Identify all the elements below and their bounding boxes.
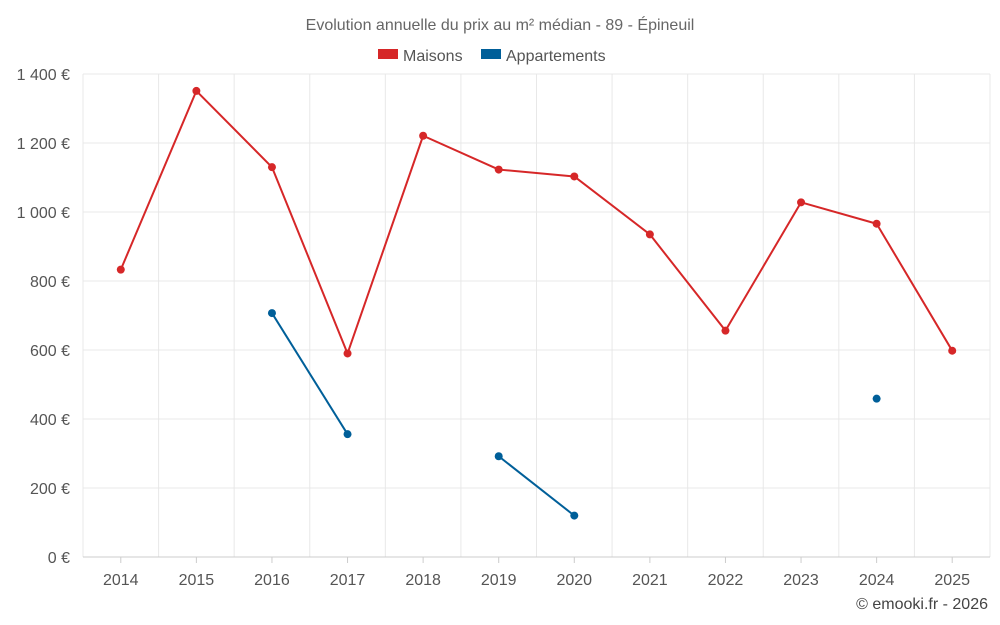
data-point-maisons[interactable] [872,219,881,228]
y-tick-label: 0 € [48,550,70,567]
x-axis: 2014 2015 2016 2017 2018 2019 2020 2021 2022 2023… [83,556,990,589]
x-tick-label: 2022 [708,572,744,589]
data-point-appartements[interactable] [872,394,881,403]
series-line-appartements [271,312,349,435]
data-point-appartements[interactable] [343,430,352,439]
legend-swatch-maisons [378,49,398,59]
y-tick-label: 400 € [30,412,70,429]
x-tick-label: 2023 [783,572,819,589]
x-tick-label: 2018 [405,572,441,589]
y-tick-label: 600 € [30,343,70,360]
y-tick-label: 1 200 € [17,136,70,153]
x-tick-label: 2025 [934,572,970,589]
series-maisons [116,86,957,358]
grid [82,73,991,557]
data-point-appartements[interactable] [267,309,276,318]
legend-label-maisons: Maisons [403,48,463,65]
series [116,86,957,520]
x-tick-label: 2024 [859,572,895,589]
series-line-appartements [498,455,575,517]
data-point-maisons[interactable] [645,230,654,239]
x-tick-label: 2019 [481,572,517,589]
data-point-maisons[interactable] [343,349,352,358]
y-tick-label: 800 € [30,274,70,291]
series-appartements [267,309,881,520]
x-tick-label: 2017 [330,572,366,589]
x-tick-label: 2016 [254,572,290,589]
legend: Maisons Appartements [378,48,606,65]
data-point-maisons[interactable] [267,163,276,172]
legend-swatch-appartements [481,49,501,59]
data-point-maisons[interactable] [419,131,428,140]
legend-item-appartements[interactable]: Appartements [481,48,606,65]
x-tick-label: 2014 [103,572,139,589]
legend-item-maisons[interactable]: Maisons [378,48,463,65]
series-line-maisons [119,89,954,355]
credit-text: © emooki.fr - 2026 [856,596,988,613]
data-point-maisons[interactable] [797,198,806,207]
data-point-maisons[interactable] [192,86,201,95]
data-point-maisons[interactable] [948,346,957,355]
data-point-maisons[interactable] [721,326,730,335]
x-tick-label: 2021 [632,572,668,589]
x-tick-label: 2015 [179,572,215,589]
data-point-maisons[interactable] [570,172,579,181]
x-tick-label: 2020 [556,572,592,589]
data-point-appartements[interactable] [570,511,579,520]
data-point-maisons[interactable] [494,165,503,174]
y-tick-label: 200 € [30,481,70,498]
data-point-appartements[interactable] [494,452,503,461]
y-tick-label: 1 400 € [17,67,70,84]
data-point-maisons[interactable] [116,265,125,274]
y-axis: 0 € 200 € 400 € 600 € 800 € 1 000 € 1 200 € 1 4… [17,67,70,567]
legend-label-appartements: Appartements [506,48,606,65]
y-tick-label: 1 000 € [17,205,70,222]
chart-title: Evolution annuelle du prix au m² médian … [306,15,695,34]
